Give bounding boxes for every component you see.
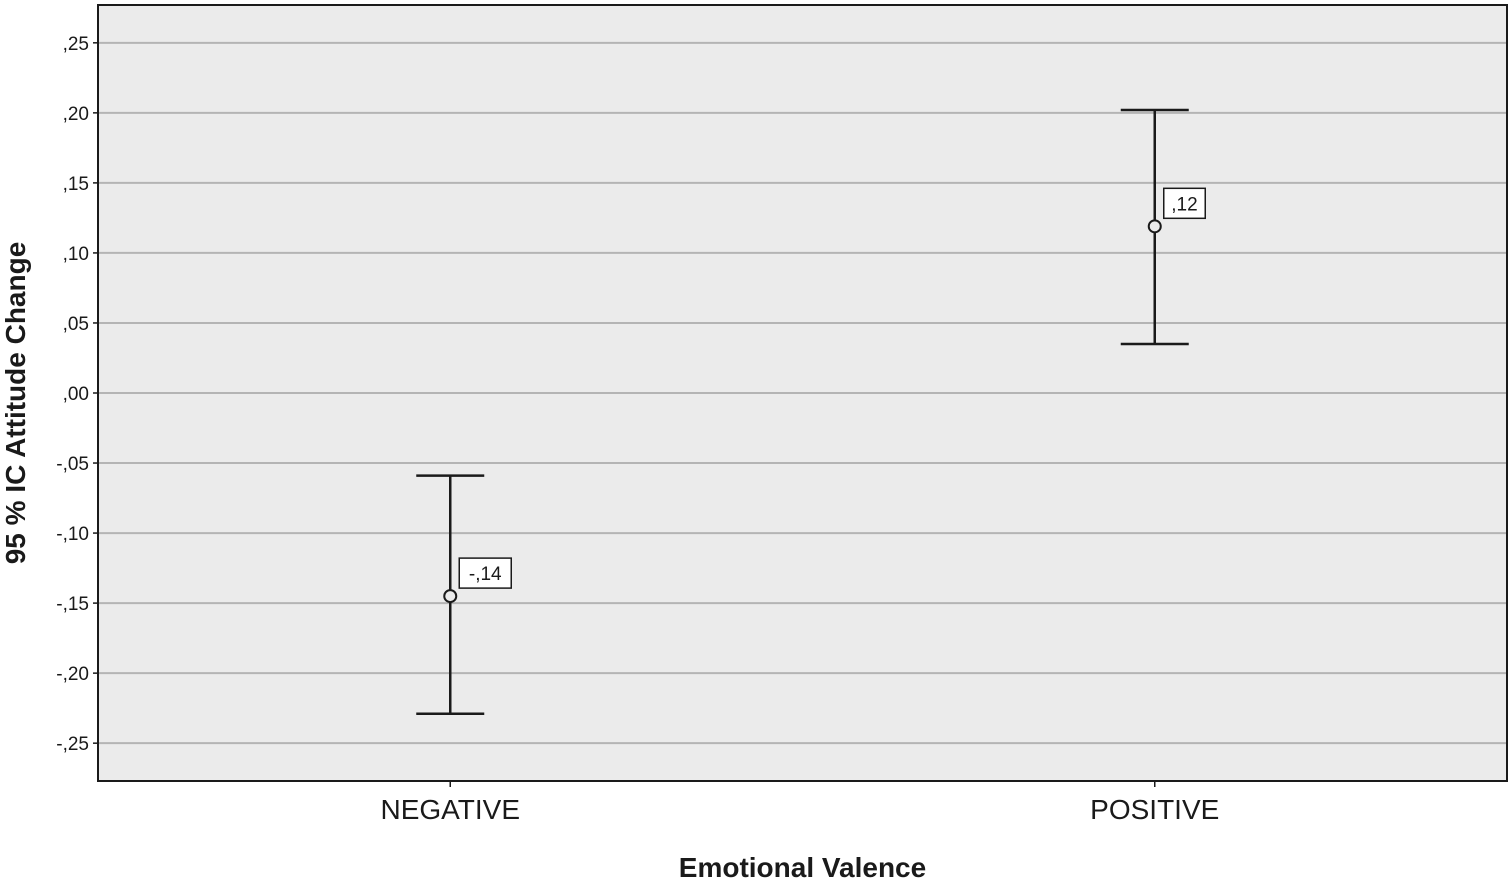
y-tick-label: ,25	[63, 34, 89, 55]
error-bars: -,14 ,12	[416, 108, 1206, 716]
y-tick-label: ,00	[63, 384, 89, 405]
data-label-box	[1163, 187, 1206, 220]
mean-point	[443, 589, 458, 604]
y-axis-title: 95 % IC Attitude Change	[0, 242, 31, 565]
data-label: ,12	[1171, 194, 1197, 215]
y-tick-label: ,20	[63, 104, 89, 125]
y-axis-ticks: -,25 -,20 -,15 -,10 -,05 ,00 ,05 ,10 ,15 ,20 ,25	[56, 34, 98, 755]
x-tick-label: POSITIVE	[1090, 794, 1219, 825]
x-tick-label: NEGATIVE	[380, 794, 520, 825]
y-tick-label: ,15	[63, 174, 89, 195]
y-tick-label: ,05	[63, 314, 89, 335]
data-label: -,14	[469, 564, 502, 585]
plot-frame	[97, 4, 1508, 782]
y-tick-label: -,05	[56, 454, 89, 475]
y-tick-label: -,25	[56, 734, 89, 755]
grid-lines	[98, 41, 1507, 745]
y-tick-label: -,10	[56, 524, 89, 545]
mean-point	[1147, 219, 1162, 234]
y-tick-label: -,20	[56, 664, 89, 685]
x-axis-ticks: NEGATIVE POSITIVE	[380, 781, 1219, 825]
y-tick-label: ,10	[63, 244, 89, 265]
x-axis-title: Emotional Valence	[679, 852, 926, 881]
y-tick-label: -,15	[56, 594, 89, 615]
data-label-box	[458, 557, 512, 589]
